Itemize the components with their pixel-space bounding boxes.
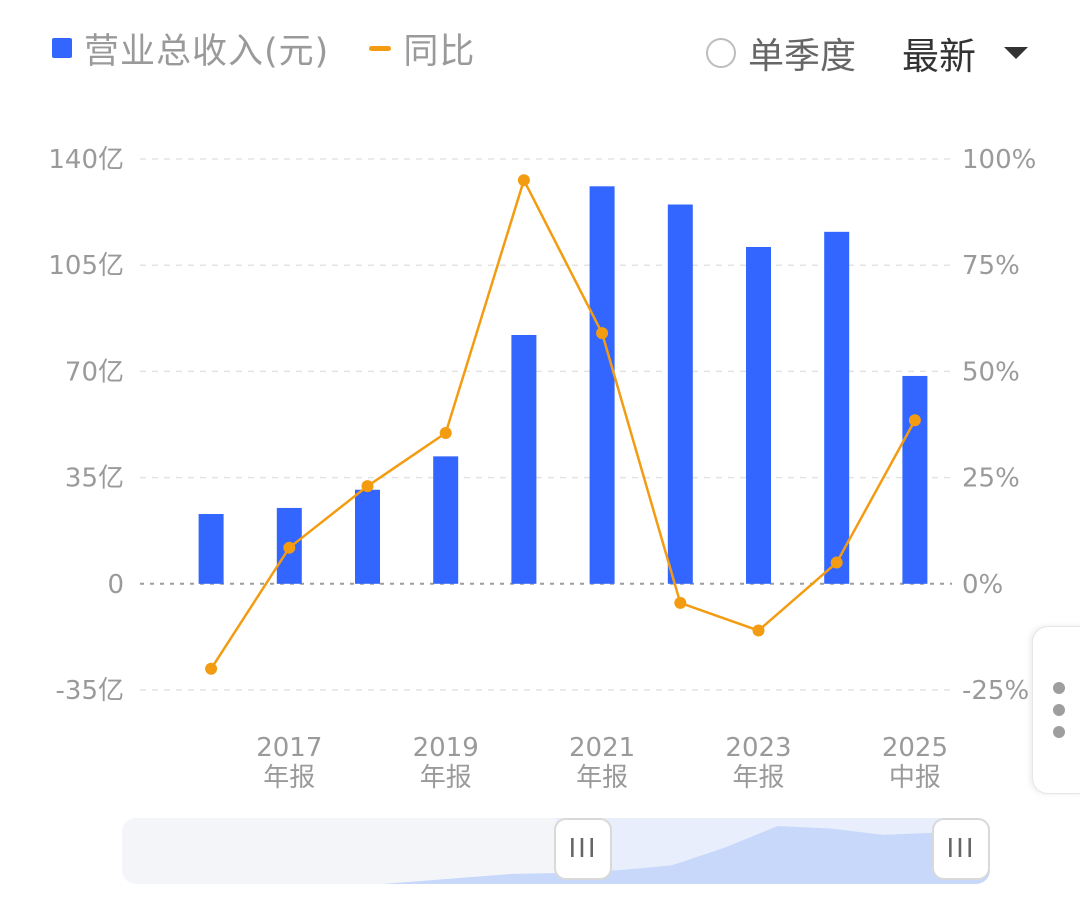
legend: 营业总收入(元) 同比 xyxy=(52,22,475,74)
y-right-tick-label: 25% xyxy=(962,464,1020,494)
x-tick-year: 2017 xyxy=(256,733,322,763)
y-right-tick-label: 75% xyxy=(962,251,1020,281)
yoy-point xyxy=(517,174,530,187)
legend-revenue-label: 营业总收入(元) xyxy=(84,31,330,72)
yoy-point xyxy=(596,327,609,340)
y-left-tick-label: 140亿 xyxy=(48,145,124,175)
period-dropdown-value: 最新 xyxy=(902,35,976,78)
revenue-bar xyxy=(824,231,850,584)
radio-circle-icon xyxy=(705,38,736,68)
x-tick-period: 年报 xyxy=(732,763,784,793)
x-tick-year: 2019 xyxy=(413,733,479,763)
x-tick-period: 年报 xyxy=(420,763,472,793)
yoy-point xyxy=(830,556,843,569)
caret-down-icon xyxy=(1004,47,1028,59)
y-right-tick-label: 50% xyxy=(962,357,1020,387)
x-tick-year: 2023 xyxy=(725,733,791,763)
x-tick-period: 年报 xyxy=(576,763,628,793)
y-left-tick-label: 105亿 xyxy=(48,251,124,281)
yoy-point xyxy=(205,662,218,675)
revenue-bar xyxy=(902,375,928,584)
yoy-point xyxy=(283,541,296,554)
yoy-point xyxy=(439,426,452,439)
revenue-bar xyxy=(667,204,693,584)
legend-item-yoy[interactable]: 同比 xyxy=(343,23,475,74)
period-dropdown[interactable]: 最新 xyxy=(902,26,1028,80)
x-tick-period: 年报 xyxy=(263,763,315,793)
revenue-bar xyxy=(433,456,459,584)
slider-preview-area xyxy=(122,825,990,884)
revenue-bar xyxy=(198,514,224,584)
y-right-tick-label: -25% xyxy=(962,676,1029,706)
revenue-bar xyxy=(589,186,615,584)
slider-handle-left[interactable]: III xyxy=(554,818,612,880)
x-tick-year: 2025 xyxy=(882,733,948,763)
y-right-tick-label: 0% xyxy=(962,570,1003,600)
x-tick-year: 2021 xyxy=(569,733,635,763)
revenue-chart: -35亿 -25% 0 0% 35亿 25% 70亿 50% 105亿 75% 140亿 100% 20… xyxy=(48,145,1036,793)
revenue-bar xyxy=(746,246,771,584)
revenue-bar xyxy=(511,334,537,584)
side-menu-handle[interactable] xyxy=(1032,626,1080,794)
yoy-point xyxy=(674,596,687,609)
more-dot-icon xyxy=(1053,682,1065,694)
yoy-point xyxy=(752,624,765,637)
range-slider[interactable]: III III xyxy=(122,818,990,884)
y-left-tick-label: 70亿 xyxy=(65,357,124,387)
more-dot-icon xyxy=(1053,704,1065,716)
y-left-tick-label: -35亿 xyxy=(56,676,124,706)
x-tick-period: 中报 xyxy=(889,763,941,793)
revenue-bar xyxy=(355,489,380,584)
slider-handle-right[interactable]: III xyxy=(932,818,990,880)
y-right-tick-label: 100% xyxy=(962,145,1036,175)
yoy-line xyxy=(210,176,916,670)
yoy-point xyxy=(908,414,921,427)
slider-preview-shape xyxy=(122,825,990,884)
legend-item-revenue[interactable]: 营业总收入(元) xyxy=(52,23,329,74)
legend-bar-swatch xyxy=(52,38,72,58)
single-quarter-label: 单季度 xyxy=(747,36,856,77)
single-quarter-radio[interactable]: 单季度 xyxy=(705,27,856,79)
legend-line-swatch xyxy=(369,45,392,51)
y-left-tick-label: 0 xyxy=(107,570,124,600)
more-dot-icon xyxy=(1053,726,1065,738)
legend-yoy-label: 同比 xyxy=(403,31,476,72)
y-left-tick-label: 35亿 xyxy=(65,464,124,494)
chart-controls: 单季度 最新 xyxy=(705,26,1028,80)
yoy-point xyxy=(361,480,374,493)
